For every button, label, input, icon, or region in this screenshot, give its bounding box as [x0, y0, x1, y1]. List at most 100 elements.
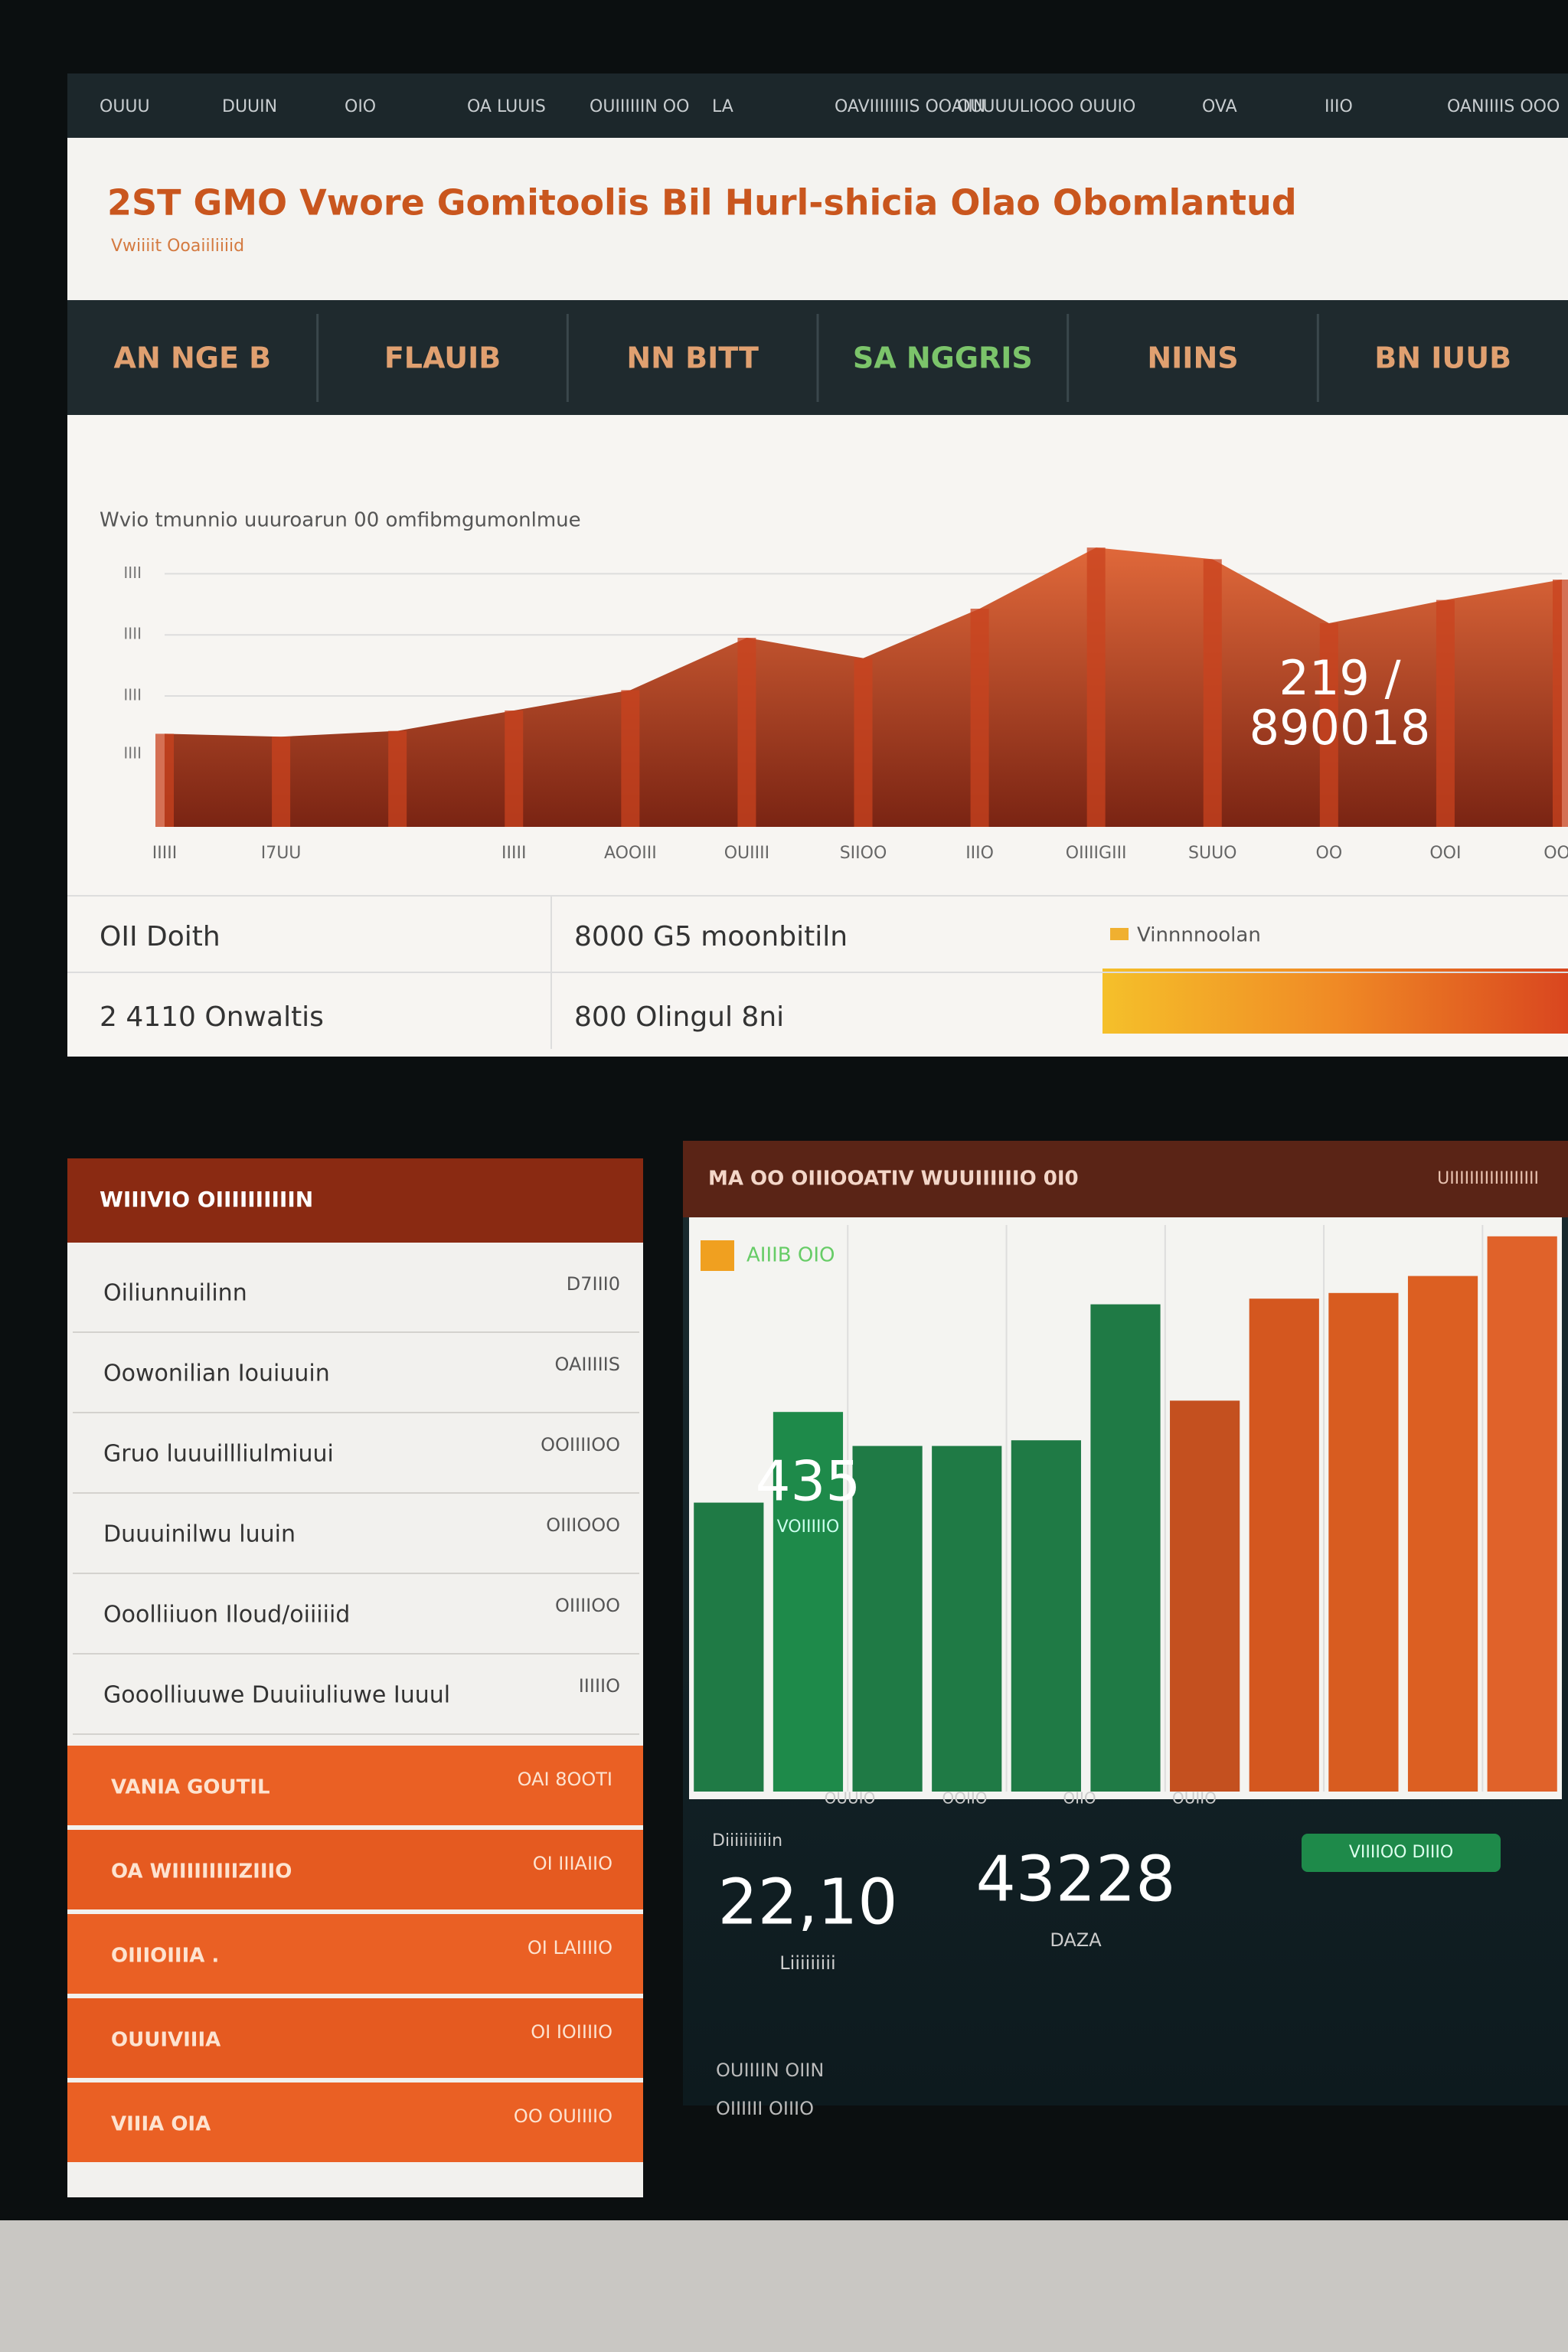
bar	[1487, 1236, 1557, 1792]
row-label: OA WIIIIIIIIIZIIIO	[111, 1860, 292, 1883]
area-bar	[388, 730, 407, 827]
y-tick-label: IIII	[123, 744, 142, 763]
table-cell: 8000 G5 moonbitiln	[574, 921, 848, 952]
nav-link[interactable]: OUUUULIOOO	[957, 97, 1073, 116]
list-row[interactable]	[67, 1746, 643, 1825]
footer-text: OIIIIII OIIIO	[716, 2098, 814, 2119]
list-row[interactable]	[67, 1830, 643, 1909]
x-tick-label: OOII	[1544, 844, 1568, 863]
x-tick-label: IIIO	[965, 844, 994, 863]
tab[interactable]: NIINS	[1147, 341, 1238, 375]
row-value: OO OUIIIIO	[514, 2105, 612, 2127]
area-bar	[737, 638, 756, 827]
x-tick-label: I7UU	[261, 844, 302, 863]
legend-label: Vinnnnoolan	[1137, 924, 1261, 947]
tab[interactable]: AN NGE B	[114, 341, 272, 375]
x-tick-label: AOOIII	[604, 844, 657, 863]
list-value: OIIIOOO	[546, 1514, 620, 1536]
x-tick-label: IIIII	[152, 844, 177, 863]
tab[interactable]: NN BITT	[626, 341, 759, 375]
list-header	[67, 1158, 643, 1243]
list-row[interactable]	[67, 2082, 643, 2162]
bar	[1328, 1292, 1399, 1792]
nav-link[interactable]: OVA	[1202, 97, 1237, 116]
callout-value: 435	[756, 1449, 861, 1514]
list-item: Oiliunnuilinn	[103, 1280, 247, 1307]
tab[interactable]: BN IUUB	[1374, 341, 1511, 375]
nav-link[interactable]: OANIIIIS OOO	[1447, 97, 1560, 116]
area-bar	[155, 733, 174, 827]
annotation: 219 /	[1279, 650, 1401, 706]
nav-link[interactable]: OA LUUIS	[467, 97, 546, 116]
kpi-value: 43228	[976, 1843, 1176, 1916]
nav-link[interactable]: OIO	[345, 97, 376, 116]
list-row[interactable]	[67, 1998, 643, 2078]
area-bar	[505, 710, 524, 827]
area-bar	[1203, 559, 1222, 827]
chart-title: Wvio tmunnio uuuroarun 00 omfibmgumonlmu…	[100, 509, 581, 532]
legend-label: AIIIB OIO	[746, 1244, 835, 1267]
list-value: OOIIIIOO	[541, 1434, 620, 1455]
legend-swatch	[1110, 928, 1129, 940]
bar	[1249, 1298, 1319, 1792]
callout-label: VOIIIIIO	[777, 1517, 840, 1537]
panel-title: WIIIVIO OIIIIIIIIIIN	[100, 1187, 313, 1212]
bar-header	[683, 1141, 1568, 1217]
bar	[773, 1412, 844, 1792]
legend-swatch	[701, 1240, 734, 1271]
axis-label: OUUIO	[825, 1789, 876, 1808]
nav-link[interactable]: OUUU	[100, 97, 150, 116]
area-bar	[1436, 599, 1455, 827]
bar	[694, 1502, 764, 1792]
row-label: VIIIA OIA	[111, 2113, 211, 2136]
table-cell: OII Doith	[100, 921, 220, 952]
x-tick-label: SUUO	[1188, 844, 1237, 863]
top-nav	[67, 74, 1568, 138]
nav-link[interactable]: IIIO	[1325, 97, 1353, 116]
axis-label: OIIO	[1063, 1789, 1096, 1808]
row-value: OI IOIIIIO	[531, 2021, 612, 2043]
bar	[1011, 1440, 1081, 1792]
area-bar	[854, 658, 873, 827]
x-tick-label: IIIII	[501, 844, 526, 863]
nav-link[interactable]: OUIIIIIIN OO	[590, 97, 689, 116]
row-value: OI LAIIIIO	[528, 1937, 612, 1958]
list-item: Gooolliuuwe Duuiiuliuwe Iuuul	[103, 1682, 450, 1709]
caption: Diiiiiiiiiin	[712, 1831, 782, 1851]
row-value: OI IIIAIIO	[533, 1853, 612, 1874]
bar	[1090, 1304, 1161, 1792]
bar	[932, 1446, 1002, 1792]
tab[interactable]: SA NGGRIS	[853, 341, 1033, 375]
area-bar	[1319, 623, 1338, 827]
nav-link[interactable]: LA	[712, 97, 733, 116]
tag-label: VIIIIOO DIIIO	[1349, 1843, 1453, 1862]
footer-text: OUIIIIN OIIN	[716, 2060, 824, 2081]
list-item: Gruo luuuillliulmiuui	[103, 1441, 334, 1468]
axis-label: OOIIO	[942, 1789, 987, 1808]
area-bar	[1086, 547, 1106, 827]
nav-link[interactable]: DUUIN	[222, 97, 277, 116]
tab[interactable]: FLAUIB	[384, 341, 501, 375]
x-tick-label: SIIOO	[840, 844, 887, 863]
y-tick-label: IIII	[123, 686, 142, 704]
row-value: OAI 8OOTI	[518, 1769, 612, 1790]
row-label: OUUIVIIIA	[111, 2029, 220, 2052]
kpi-value: 22,10	[718, 1866, 898, 1939]
chart-title: MA OO OIIIOOATIV WUUIIIIIIO 0I0	[708, 1168, 1079, 1191]
heat-strip	[1102, 969, 1568, 1034]
nav-link[interactable]: OAVIIIIIIIIS OOAIIN	[835, 97, 985, 116]
list-item: Oowonilian Iouiuuin	[103, 1361, 330, 1387]
list-value: OAIIIIIS	[554, 1354, 620, 1375]
page-title: 2ST GMO Vwore Gomitoolis Bil Hurl-shicia…	[107, 182, 1297, 224]
row-label: VANIA GOUTIL	[111, 1776, 270, 1799]
area-bar	[970, 609, 989, 827]
kpi-label: DAZA	[1050, 1929, 1102, 1951]
nav-link[interactable]: OUUIO	[1080, 97, 1135, 116]
x-tick-label: OUIIII	[724, 844, 769, 863]
desk	[0, 2220, 1568, 2352]
bar	[852, 1446, 923, 1792]
area-bar	[621, 690, 640, 827]
header	[67, 138, 1568, 300]
list-row[interactable]	[67, 1914, 643, 1994]
